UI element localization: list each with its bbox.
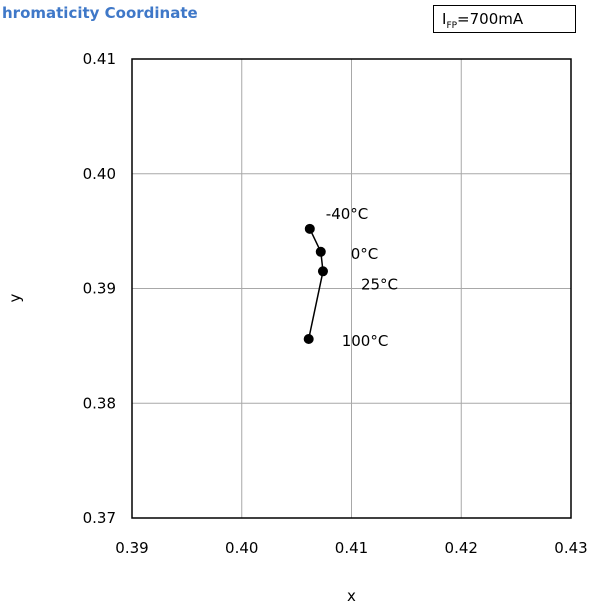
condition-box: IFP=700mA	[433, 5, 576, 33]
y-tick-label: 0.41	[83, 50, 116, 68]
series-line	[307, 228, 324, 340]
plot-area	[131, 58, 572, 519]
point-label: 100°C	[342, 332, 389, 350]
y-tick-label: 0.37	[83, 509, 116, 527]
point-label: 0°C	[351, 245, 379, 263]
tick-labels: 0.39 0.40 0.41 0.42 0.43 0.41 0.40 0.39 0.38 0.37	[83, 50, 588, 557]
data-point	[315, 246, 326, 257]
y-tick-label: 0.40	[83, 165, 116, 183]
condition-subscript: FP	[446, 21, 458, 31]
y-tick-label: 0.39	[83, 280, 116, 298]
point-label: 25°C	[361, 275, 398, 293]
data-series: -40°C 0°C 25°C 100°C	[303, 205, 398, 350]
condition-value: =700mA	[457, 10, 524, 28]
y-axis-label: y	[6, 293, 24, 302]
x-tick-label: 0.39	[115, 539, 148, 557]
data-point	[317, 266, 328, 277]
data-point	[304, 223, 315, 234]
grid	[132, 59, 571, 518]
x-axis-label: x	[347, 587, 356, 605]
x-tick-label: 0.40	[225, 539, 258, 557]
y-tick-label: 0.38	[83, 394, 116, 412]
x-tick-label: 0.42	[445, 539, 478, 557]
condition-symbol: I	[442, 10, 447, 28]
point-label: -40°C	[326, 205, 368, 223]
x-tick-label: 0.43	[554, 539, 587, 557]
x-tick-label: 0.41	[335, 539, 368, 557]
chart-title: hromaticity Coordinate	[2, 4, 198, 22]
data-point	[303, 333, 314, 344]
